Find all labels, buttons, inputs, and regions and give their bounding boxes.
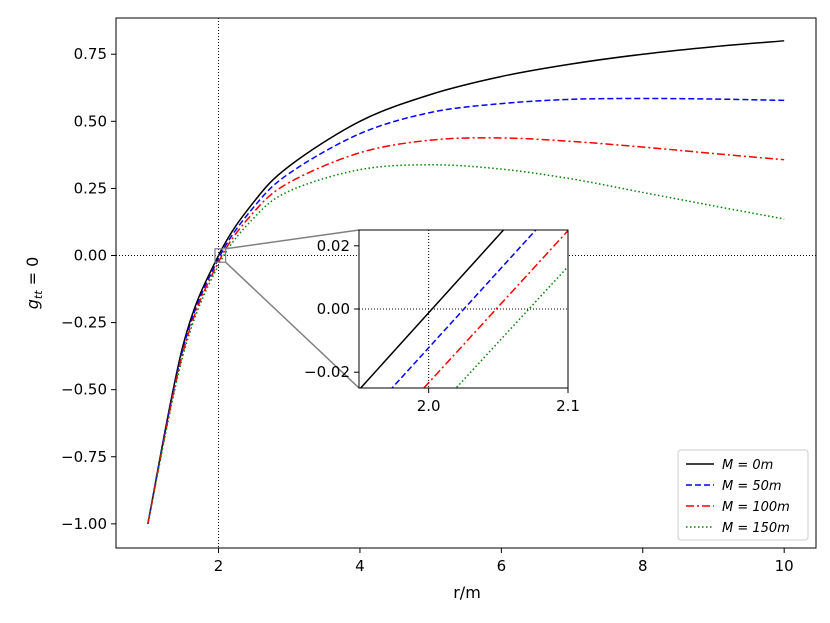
inset-y-tick-label: 0.00 xyxy=(317,300,350,318)
inset-x-tick-label: 2.1 xyxy=(556,397,580,415)
series-line-3 xyxy=(147,164,785,525)
x-tick-label: 10 xyxy=(775,557,794,575)
series-line-0 xyxy=(147,40,785,524)
y-tick-label: 0.50 xyxy=(74,112,107,130)
y-tick-label: −0.75 xyxy=(61,448,107,466)
legend-label: M = 100m xyxy=(722,500,790,515)
x-tick-label: 2 xyxy=(214,557,224,575)
inset-series-line-2 xyxy=(422,230,568,388)
series-line-2 xyxy=(147,137,785,525)
inset-y-tick-label: 0.02 xyxy=(317,237,350,255)
y-axis-label: gtt = 0 xyxy=(23,257,45,310)
inset-series-line-1 xyxy=(391,230,537,388)
x-tick-label: 4 xyxy=(355,557,365,575)
inset-series-line-0 xyxy=(359,230,505,388)
legend-box xyxy=(677,449,809,541)
y-tick-label: −0.25 xyxy=(61,314,107,332)
legend: M = 0m M = 50m M = 100m M = 150m xyxy=(677,449,809,541)
legend-label: M = 150m xyxy=(722,521,790,536)
x-tick-label: 6 xyxy=(497,557,507,575)
main-plot-frame xyxy=(115,17,817,549)
series-line-1 xyxy=(147,97,785,524)
inset-x-tick-label: 2.0 xyxy=(417,397,441,415)
inset-y-tick-label: −0.02 xyxy=(304,363,350,381)
y-tick-label: 0.25 xyxy=(74,179,107,197)
y-tick-label: 0.00 xyxy=(74,246,107,264)
zoom-connector-bottom xyxy=(225,261,360,389)
x-axis-label: r/m xyxy=(453,583,481,602)
inset-series-line-3 xyxy=(455,266,568,388)
legend-label: M = 0m xyxy=(722,458,773,473)
x-tick-label: 8 xyxy=(638,557,648,575)
legend-label: M = 50m xyxy=(722,479,782,494)
main-axes: 2 4 6 8 10 −1.00 −0.75 −0.50 −0.25 0.00 0.25 0.50 0.… xyxy=(61,17,817,575)
y-tick-label: −0.50 xyxy=(61,381,107,399)
inset-plot: 2.0 2.1 −0.02 0.00 0.02 xyxy=(304,229,580,415)
y-tick-label: −1.00 xyxy=(61,515,107,533)
zoom-region-box xyxy=(214,248,227,263)
y-tick-label: 0.75 xyxy=(74,45,107,63)
zoom-connector-top xyxy=(225,229,360,250)
zoom-guides xyxy=(214,229,360,389)
main-plot-area xyxy=(116,18,816,548)
